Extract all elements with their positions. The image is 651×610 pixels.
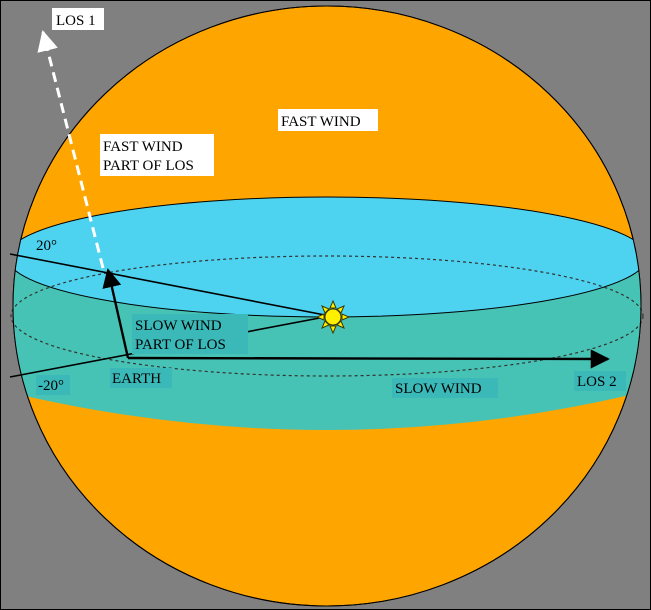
los1-arrow [37, 29, 105, 269]
los2-label-box [574, 371, 626, 391]
fast-wind-part-label-line2: PART OF LOS [103, 158, 194, 174]
ecliptic-ellipse [10, 255, 644, 377]
slow-wind-label: SLOW WIND [395, 381, 482, 397]
fast-wind-part-label-box [100, 134, 214, 176]
earth-label: EARTH [112, 371, 161, 387]
fast-wind-top-label: FAST WIND [281, 114, 361, 130]
los2-label: LOS 2 [577, 374, 617, 390]
slow-wind-part-label-line2: PART OF LOS [135, 337, 226, 353]
fast-wind-part-label-line1: FAST WIND [103, 139, 183, 155]
slow-wind-part-label-box [132, 314, 248, 354]
fast-wind-top-label-box [278, 109, 378, 131]
los1-label-box [52, 8, 104, 30]
slow-wind-band-top [13, 196, 641, 318]
slow-wind-part-label-line1: SLOW WIND [135, 318, 222, 334]
los1-label: LOS 1 [56, 13, 96, 29]
lat-plus-label: 20° [36, 238, 57, 254]
lat-minus-label: -20° [38, 378, 64, 394]
earth-los2-arrow [127, 349, 610, 369]
sun-icon [315, 299, 351, 335]
sphere-outline [12, 5, 642, 607]
earth-los1-arrow [102, 268, 130, 359]
earth-label-box [110, 368, 172, 388]
lat-plus-line [9, 253, 331, 317]
lat-minus-label-box [36, 375, 70, 395]
slow-wind-label-box [392, 378, 498, 398]
lat-plus-label-box [34, 235, 64, 255]
